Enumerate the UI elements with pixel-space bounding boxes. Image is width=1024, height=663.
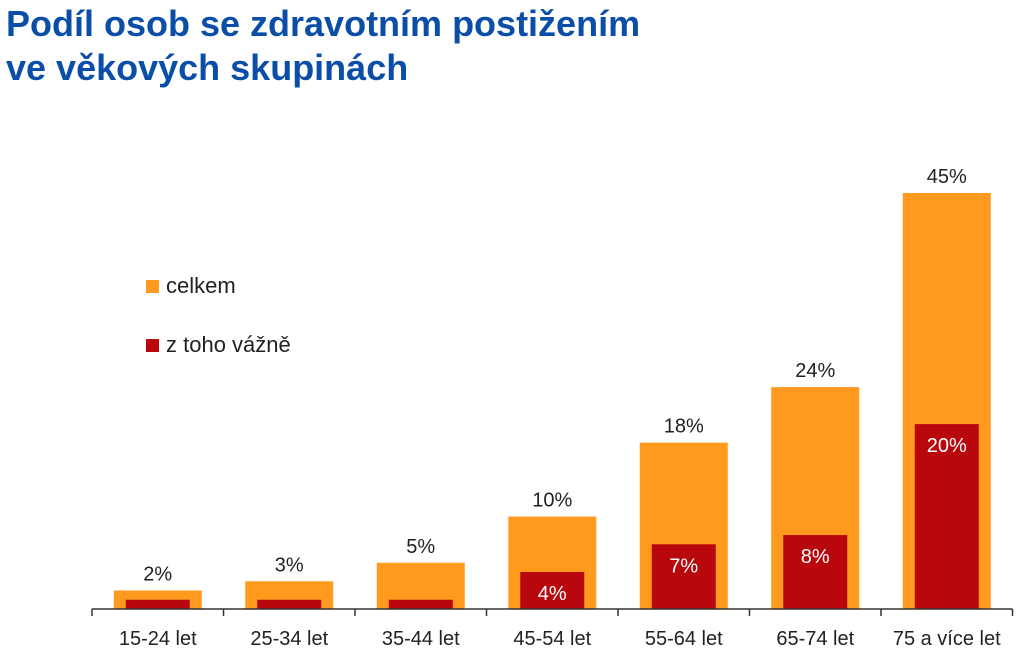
x-tick-label: 75 a více let — [893, 628, 1001, 650]
x-tick-label: 35-44 let — [382, 628, 460, 650]
data-label-celkem: 45% — [927, 166, 967, 188]
data-label-z-toho-vazne: 8% — [801, 546, 830, 568]
x-tick-label: 65-74 let — [776, 628, 854, 650]
chart-title-line-1: Podíl osob se zdravotním postižením — [6, 3, 641, 44]
bar-z-toho-vazne — [651, 544, 716, 609]
data-label-z-toho-vazne: 20% — [927, 435, 967, 457]
x-tick-label: 55-64 let — [645, 628, 723, 650]
bar-z-toho-vazne — [257, 599, 322, 609]
bar-z-toho-vazne — [783, 535, 848, 609]
bar-z-toho-vazne — [388, 599, 453, 609]
bar-z-toho-vazne — [125, 599, 190, 609]
labels-group: 2% 3% 5% 10% 4% 18% 7% 24% 8% 45% 20% — [143, 166, 967, 605]
data-label-z-toho-vazne: 7% — [669, 555, 698, 577]
data-label-celkem: 24% — [795, 360, 835, 382]
x-tick-label: 15-24 let — [119, 628, 197, 650]
data-label-celkem: 5% — [406, 536, 435, 558]
data-label-z-toho-vazne: 4% — [538, 583, 567, 605]
legend-label-z-toho-vazne: z toho vážně — [166, 332, 291, 357]
bar-z-toho-vazne — [520, 572, 585, 609]
data-label-celkem: 18% — [664, 416, 704, 438]
legend-swatch-celkem — [146, 280, 159, 293]
chart-title-line-2: ve věkových skupinách — [6, 47, 409, 88]
data-label-celkem: 10% — [532, 490, 572, 512]
bars-group — [113, 193, 991, 609]
legend: celkem z toho vážně — [146, 273, 291, 357]
x-tick-label: 25-34 let — [250, 628, 328, 650]
data-label-celkem: 2% — [143, 564, 172, 586]
legend-label-celkem: celkem — [166, 273, 236, 298]
x-tick-label: 45-54 let — [513, 628, 591, 650]
bar-z-toho-vazne — [914, 424, 979, 609]
legend-swatch-z-toho-vazne — [146, 339, 159, 352]
chart-title: Podíl osob se zdravotním postižením ve v… — [6, 2, 640, 90]
x-ticks-group: 15-24 let 25-34 let 35-44 let 45-54 let 55-6… — [91, 609, 1014, 650]
data-label-celkem: 3% — [275, 554, 304, 576]
